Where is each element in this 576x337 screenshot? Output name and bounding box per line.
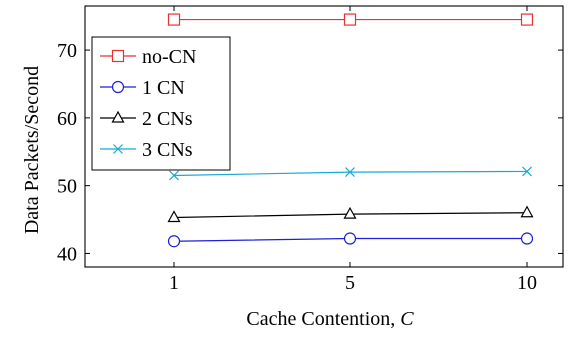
y-tick-label: 60 <box>57 108 77 130</box>
legend-entry: 3 CNs <box>100 139 193 161</box>
data-point-x <box>345 167 355 178</box>
legend-label: 1 CN <box>142 77 185 99</box>
legend-marker <box>111 110 125 123</box>
series-1-cn <box>167 232 534 248</box>
legend-entry: 1 CN <box>100 77 185 99</box>
x-tick-label: 5 <box>345 272 355 294</box>
data-point-circle <box>343 232 357 245</box>
y-tick-label: 70 <box>57 40 77 62</box>
legend-entry: no-CN <box>100 46 196 68</box>
data-point-x <box>169 170 179 181</box>
legend-label: 2 CNs <box>142 108 193 130</box>
data-point-circle <box>520 232 534 245</box>
x-axis-title-variable: C <box>400 308 414 330</box>
x-tick-label: 1 <box>169 272 179 294</box>
data-point-triangle <box>343 206 357 219</box>
data-point-circle <box>167 235 181 248</box>
x-axis-title-text: Cache Contention, <box>246 308 400 330</box>
x-axis-title: Cache Contention, C <box>246 308 414 330</box>
y-tick-label: 50 <box>57 176 77 198</box>
data-point-square <box>520 13 534 26</box>
legend-label: 3 CNs <box>142 139 193 161</box>
plot-frame <box>84 5 564 268</box>
legend-label: no-CN <box>142 46 196 68</box>
series-group <box>167 13 534 248</box>
legend-marker <box>113 144 123 154</box>
legend: no-CN 1 CN 2 CNs 3 CNs <box>91 36 231 171</box>
axes: 40 50 60 70 1 5 10 <box>57 5 564 294</box>
series-3-cns <box>169 166 532 181</box>
data-point-triangle <box>167 210 181 223</box>
x-tick-label: 10 <box>517 272 537 294</box>
data-point-square <box>343 13 357 26</box>
legend-entry: 2 CNs <box>100 108 193 130</box>
data-point-triangle <box>520 205 534 218</box>
series-no-cn <box>167 13 534 26</box>
y-tick-label: 40 <box>57 243 77 265</box>
legend-marker <box>111 80 125 94</box>
data-point-square <box>167 13 181 26</box>
data-point-x <box>522 166 532 177</box>
series-2-cns <box>167 205 534 223</box>
y-axis-title: Data Packets/Second <box>21 66 43 234</box>
legend-marker <box>111 49 125 63</box>
